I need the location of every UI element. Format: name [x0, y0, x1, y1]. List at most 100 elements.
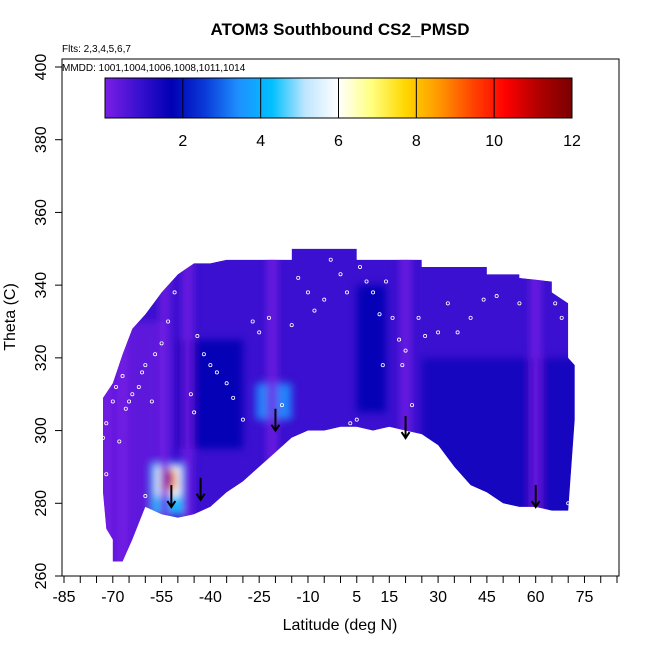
heatmap-cell: [421, 357, 575, 540]
sample-point: [345, 290, 350, 295]
sample-point: [172, 290, 177, 295]
sample-point: [358, 264, 363, 269]
heatmap-background: [103, 248, 575, 562]
x-tick-label: 75: [576, 589, 594, 606]
colorbar-tick-label: 8: [412, 133, 421, 150]
sample-point: [159, 341, 164, 346]
sample-point: [143, 363, 148, 368]
sample-point: [377, 312, 382, 317]
x-tick-label: 45: [478, 589, 496, 606]
sample-point: [123, 406, 128, 411]
sample-point: [257, 330, 262, 335]
x-axis: -85 -70 -55 -40 -25 -10 5 15 30 45 60 75: [52, 575, 618, 606]
y-tick-label: 300: [33, 417, 50, 444]
sample-point: [423, 334, 428, 339]
flights-note: Flts: 2,3,4,5,6,7: [62, 44, 131, 55]
heatmap-cell: [182, 248, 193, 562]
sample-point: [192, 410, 197, 415]
sample-point: [201, 352, 206, 357]
sample-point: [380, 363, 385, 368]
sample-point: [117, 439, 122, 444]
x-tick-label: -85: [52, 589, 75, 606]
sample-point: [517, 301, 522, 306]
x-tick-label: 15: [380, 589, 398, 606]
colorbar-tick-label: 6: [334, 133, 343, 150]
colorbar-tick-label: 12: [563, 133, 581, 150]
plot-area: [75, 248, 575, 569]
sample-point: [364, 279, 369, 284]
y-tick-label: 340: [33, 272, 50, 299]
x-tick-label: -25: [248, 589, 271, 606]
heatmap-cell: [75, 249, 85, 569]
y-tick-label: 360: [33, 199, 50, 226]
x-tick-label: 5: [352, 589, 361, 606]
sample-point: [110, 399, 115, 404]
sample-point: [455, 330, 460, 335]
sample-point: [279, 403, 284, 408]
colorbar-ticks: 2 4 6 8 10 12: [178, 78, 581, 150]
x-tick-label: -40: [199, 589, 222, 606]
sample-point: [195, 334, 200, 339]
x-axis-label: Latitude (deg N): [283, 617, 398, 634]
sample-point: [140, 370, 145, 375]
heatmap-cell: [159, 248, 170, 562]
sample-point: [348, 421, 353, 426]
sample-point: [468, 315, 473, 320]
heatmap-cell: [117, 248, 128, 562]
x-tick-label: 60: [527, 589, 545, 606]
y-axis: 260 280 300 320 340 360 380 400: [33, 54, 63, 590]
heatmap-cell: [103, 321, 162, 562]
sample-point: [390, 315, 395, 320]
sample-point: [338, 272, 343, 277]
arrow: [530, 485, 541, 509]
arrow: [270, 408, 281, 433]
sample-points: [78, 257, 571, 506]
sample-point: [175, 268, 180, 273]
sample-point: [136, 384, 141, 389]
sample-point: [384, 279, 389, 284]
y-tick-label: 400: [33, 54, 50, 81]
sample-point: [250, 319, 255, 324]
sample-point: [289, 323, 294, 328]
colorbar-tick-label: 2: [178, 133, 187, 150]
sample-point: [266, 315, 271, 320]
sample-point: [166, 319, 171, 324]
heatmap-cell: [530, 248, 541, 562]
sample-point: [104, 421, 109, 426]
sample-point: [403, 348, 408, 353]
sample-point: [101, 435, 106, 440]
sample-point: [114, 384, 119, 389]
x-tick-label: -10: [296, 589, 319, 606]
sample-point: [445, 301, 450, 306]
sample-point: [436, 330, 441, 335]
sample-point: [81, 410, 86, 415]
sample-point: [153, 352, 158, 357]
sample-point: [149, 399, 154, 404]
sample-point: [305, 290, 310, 295]
y-tick-label: 260: [33, 563, 50, 590]
sample-point: [97, 446, 102, 451]
heatmap-cell: [103, 248, 112, 562]
sample-point: [240, 417, 245, 422]
sample-point: [410, 403, 415, 408]
chart-title: ATOM3 Southbound CS2_PMSD: [210, 20, 469, 39]
colorbar-tick-label: 4: [256, 133, 265, 150]
sample-point: [214, 370, 219, 375]
sample-point: [553, 301, 558, 306]
y-tick-label: 280: [33, 490, 50, 517]
sample-point: [416, 315, 421, 320]
arrow: [400, 416, 411, 440]
sample-point: [328, 257, 333, 262]
sample-point: [566, 501, 571, 506]
sample-point: [312, 308, 317, 313]
sample-point: [120, 374, 125, 379]
sample-point: [296, 275, 301, 280]
heatmap-cell: [356, 285, 387, 413]
sample-point: [84, 424, 89, 429]
sample-point: [130, 392, 135, 397]
sample-point: [354, 417, 359, 422]
sample-point: [208, 363, 213, 368]
sample-point: [104, 472, 109, 477]
sample-point: [400, 363, 405, 368]
